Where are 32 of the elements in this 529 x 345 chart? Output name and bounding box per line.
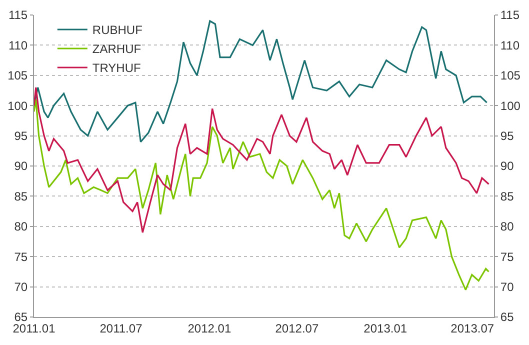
y2-tick-label: 70 (500, 280, 514, 294)
y2-tick-label: 90 (500, 159, 514, 174)
line-series (34, 86, 490, 234)
y-tick-label: 100 (8, 98, 28, 113)
y-tick-label: 85 (14, 189, 28, 204)
y-tick-label: 105 (8, 68, 28, 83)
y2-tick-label: 65 (500, 310, 514, 324)
y2-tick-label: 100 (500, 98, 521, 113)
y-tick-label: 80 (14, 220, 28, 234)
x-tick-label: 2011.07 (100, 321, 143, 336)
y-tick-label: 110 (8, 38, 28, 52)
y-tick-label: 75 (14, 250, 28, 264)
x-tick-label: 2013.07 (450, 321, 494, 336)
y2-tick-label: 115 (500, 8, 520, 22)
legend-label: RUBHUF (92, 23, 142, 38)
y2-tick-label: 85 (500, 189, 514, 204)
y-tick-label: 115 (8, 8, 28, 22)
y2-tick-label: 110 (500, 38, 520, 52)
x-tick-label: 2012.01 (188, 321, 232, 336)
y2-tick-label: 105 (500, 68, 521, 83)
legend-label: ZARHUF (92, 42, 142, 56)
y2-tick-label: 75 (500, 250, 514, 264)
x-tick-label: 2013.01 (364, 321, 408, 336)
y-tick-label: 90 (14, 159, 28, 174)
x-tick-label: 2012.07 (275, 321, 319, 336)
y-tick-label: 70 (14, 280, 28, 294)
y-tick-label: 95 (14, 129, 28, 143)
y2-tick-label: 95 (500, 129, 514, 143)
legend-label: TRYHUF (92, 61, 141, 76)
y2-tick-label: 80 (500, 220, 514, 234)
line-series (34, 98, 490, 291)
line-series (34, 20, 488, 143)
